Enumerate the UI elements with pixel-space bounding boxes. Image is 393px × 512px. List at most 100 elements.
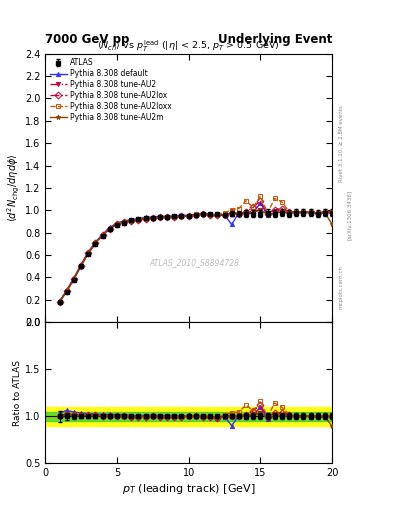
Pythia 8.308 tune-AU2 bbox=[294, 209, 299, 215]
Pythia 8.308 tune-AU2loxx bbox=[294, 209, 299, 215]
Pythia 8.308 default bbox=[136, 216, 141, 222]
Pythia 8.308 tune-AU2loxx bbox=[179, 214, 184, 220]
Y-axis label: $\langle d^2 N_\mathrm{chg}/d\eta d\phi \rangle$: $\langle d^2 N_\mathrm{chg}/d\eta d\phi … bbox=[6, 154, 22, 222]
Pythia 8.308 tune-AU2 bbox=[201, 211, 206, 217]
Pythia 8.308 tune-AU2loxx bbox=[251, 204, 255, 210]
Pythia 8.308 tune-AU2lox bbox=[330, 209, 334, 215]
Pythia 8.308 default bbox=[215, 212, 220, 218]
Legend: ATLAS, Pythia 8.308 default, Pythia 8.308 tune-AU2, Pythia 8.308 tune-AU2lox, Py: ATLAS, Pythia 8.308 default, Pythia 8.30… bbox=[48, 56, 174, 124]
Pythia 8.308 tune-AU2loxx bbox=[107, 226, 112, 232]
Pythia 8.308 default bbox=[179, 212, 184, 218]
Text: 7000 GeV pp: 7000 GeV pp bbox=[45, 33, 130, 46]
Pythia 8.308 tune-AU2loxx bbox=[208, 211, 213, 217]
Pythia 8.308 tune-AU2lox bbox=[251, 204, 255, 210]
Pythia 8.308 tune-AU2m bbox=[208, 211, 213, 218]
Pythia 8.308 tune-AU2loxx bbox=[100, 232, 105, 239]
Pythia 8.308 default bbox=[86, 249, 90, 255]
Pythia 8.308 tune-AU2loxx bbox=[186, 212, 191, 219]
Pythia 8.308 tune-AU2lox bbox=[201, 211, 206, 217]
Pythia 8.308 tune-AU2m bbox=[64, 288, 69, 294]
Pythia 8.308 default bbox=[122, 218, 127, 224]
Bar bbox=[45, 407, 332, 425]
Pythia 8.308 tune-AU2m bbox=[72, 276, 76, 282]
Pythia 8.308 tune-AU2m bbox=[93, 240, 98, 246]
Pythia 8.308 tune-AU2loxx bbox=[265, 210, 270, 216]
Pythia 8.308 tune-AU2m bbox=[179, 214, 184, 220]
Pythia 8.308 tune-AU2 bbox=[244, 209, 248, 215]
Pythia 8.308 tune-AU2m bbox=[151, 215, 155, 221]
Pythia 8.308 tune-AU2 bbox=[323, 209, 327, 216]
Pythia 8.308 tune-AU2loxx bbox=[165, 215, 169, 221]
Pythia 8.308 default bbox=[279, 209, 284, 215]
Line: Pythia 8.308 tune-AU2lox: Pythia 8.308 tune-AU2lox bbox=[57, 198, 334, 304]
Pythia 8.308 tune-AU2loxx bbox=[222, 210, 227, 216]
Pythia 8.308 tune-AU2loxx bbox=[136, 217, 141, 223]
Pythia 8.308 tune-AU2m bbox=[316, 210, 320, 217]
Pythia 8.308 default bbox=[165, 214, 169, 220]
Pythia 8.308 tune-AU2 bbox=[272, 210, 277, 216]
Pythia 8.308 tune-AU2m bbox=[165, 215, 169, 221]
Pythia 8.308 tune-AU2 bbox=[143, 216, 148, 222]
Pythia 8.308 tune-AU2 bbox=[237, 210, 241, 217]
Pythia 8.308 tune-AU2 bbox=[265, 211, 270, 218]
Pythia 8.308 tune-AU2lox bbox=[136, 217, 141, 223]
Pythia 8.308 tune-AU2lox bbox=[179, 214, 184, 220]
Pythia 8.308 tune-AU2lox bbox=[222, 211, 227, 218]
Pythia 8.308 tune-AU2 bbox=[115, 221, 119, 227]
Pythia 8.308 tune-AU2loxx bbox=[323, 209, 327, 215]
Pythia 8.308 default bbox=[323, 209, 327, 215]
Pythia 8.308 tune-AU2lox bbox=[143, 216, 148, 222]
Pythia 8.308 tune-AU2lox bbox=[107, 226, 112, 232]
Pythia 8.308 tune-AU2lox bbox=[244, 209, 248, 215]
Pythia 8.308 tune-AU2lox bbox=[122, 219, 127, 225]
Pythia 8.308 tune-AU2 bbox=[72, 276, 76, 282]
Pythia 8.308 tune-AU2loxx bbox=[86, 250, 90, 257]
Pythia 8.308 tune-AU2 bbox=[301, 209, 306, 215]
Pythia 8.308 tune-AU2loxx bbox=[272, 196, 277, 202]
Pythia 8.308 tune-AU2lox bbox=[86, 250, 90, 257]
Pythia 8.308 tune-AU2 bbox=[222, 211, 227, 218]
Pythia 8.308 tune-AU2 bbox=[251, 208, 255, 215]
Pythia 8.308 tune-AU2 bbox=[57, 299, 62, 305]
Pythia 8.308 tune-AU2m bbox=[244, 209, 248, 215]
Pythia 8.308 tune-AU2lox bbox=[93, 240, 98, 246]
Pythia 8.308 tune-AU2 bbox=[86, 250, 90, 257]
Pythia 8.308 tune-AU2 bbox=[158, 215, 162, 221]
Pythia 8.308 tune-AU2loxx bbox=[158, 215, 162, 221]
Pythia 8.308 tune-AU2loxx bbox=[143, 216, 148, 222]
Pythia 8.308 tune-AU2m bbox=[143, 216, 148, 222]
Pythia 8.308 default bbox=[244, 211, 248, 217]
Pythia 8.308 default bbox=[57, 298, 62, 305]
Pythia 8.308 default bbox=[64, 287, 69, 293]
Pythia 8.308 tune-AU2 bbox=[287, 210, 292, 216]
Pythia 8.308 tune-AU2lox bbox=[272, 206, 277, 212]
Pythia 8.308 tune-AU2lox bbox=[287, 209, 292, 215]
Pythia 8.308 tune-AU2m bbox=[272, 210, 277, 216]
Pythia 8.308 default bbox=[230, 221, 234, 227]
Pythia 8.308 tune-AU2 bbox=[330, 210, 334, 216]
Pythia 8.308 tune-AU2loxx bbox=[72, 276, 76, 282]
Pythia 8.308 tune-AU2m bbox=[193, 211, 198, 218]
Pythia 8.308 tune-AU2loxx bbox=[258, 193, 263, 199]
Pythia 8.308 tune-AU2m bbox=[308, 210, 313, 216]
Pythia 8.308 tune-AU2loxx bbox=[201, 210, 206, 217]
Pythia 8.308 tune-AU2 bbox=[193, 211, 198, 218]
Pythia 8.308 tune-AU2m bbox=[230, 210, 234, 216]
Pythia 8.308 tune-AU2 bbox=[100, 232, 105, 239]
Pythia 8.308 tune-AU2 bbox=[186, 212, 191, 219]
Pythia 8.308 tune-AU2m bbox=[136, 217, 141, 223]
Pythia 8.308 tune-AU2m bbox=[330, 221, 334, 227]
Pythia 8.308 tune-AU2 bbox=[151, 215, 155, 221]
Pythia 8.308 tune-AU2m bbox=[237, 210, 241, 217]
Pythia 8.308 default bbox=[265, 212, 270, 218]
Pythia 8.308 tune-AU2 bbox=[279, 209, 284, 215]
Pythia 8.308 default bbox=[193, 211, 198, 218]
Pythia 8.308 tune-AU2m bbox=[107, 226, 112, 232]
X-axis label: $p_T$ (leading track) [GeV]: $p_T$ (leading track) [GeV] bbox=[122, 482, 255, 497]
Pythia 8.308 default bbox=[79, 261, 83, 267]
Pythia 8.308 tune-AU2loxx bbox=[237, 205, 241, 211]
Pythia 8.308 default bbox=[222, 212, 227, 218]
Pythia 8.308 tune-AU2lox bbox=[115, 221, 119, 227]
Line: Pythia 8.308 default: Pythia 8.308 default bbox=[57, 201, 334, 304]
Bar bbox=[45, 412, 332, 421]
